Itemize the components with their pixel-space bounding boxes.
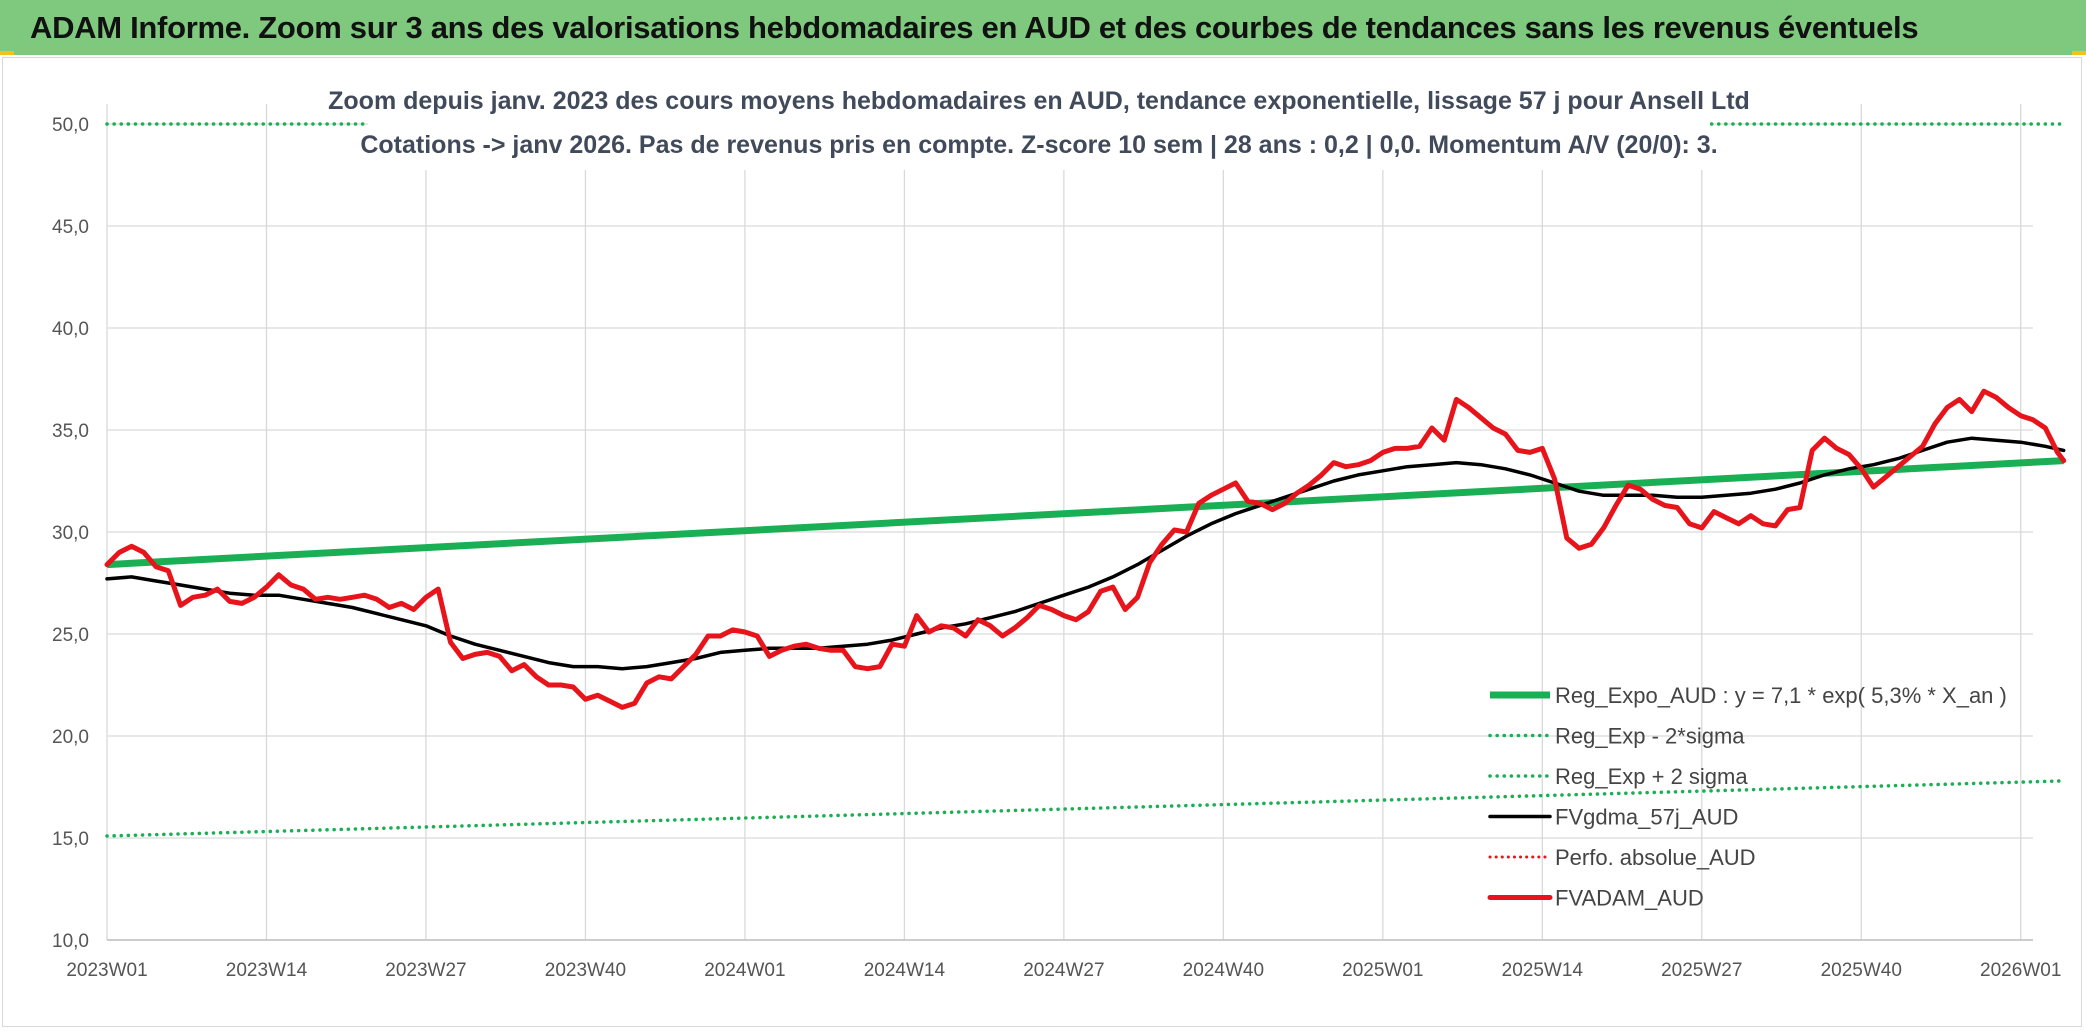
page-title: ADAM Informe. Zoom sur 3 ans des valoris… [30,9,1919,45]
y-tick-label: 10,0 [52,931,89,952]
chart-title-line-2: Cotations -> janv 2026. Pas de revenus p… [360,131,1717,159]
x-tick-label: 2026W01 [1980,960,2061,981]
x-tick-label: 2023W01 [66,960,147,981]
series-line-sigma_low [105,779,2066,838]
series-line-reg_expo [106,457,2064,569]
header-bar: ADAM Informe. Zoom sur 3 ans des valoris… [0,0,2086,55]
grid-layer [106,104,2033,941]
header-accent-right [2072,51,2086,55]
legend-label-sigma_low: Reg_Exp - 2*sigma [1555,724,1745,749]
x-tick-label: 2025W40 [1821,960,1902,981]
x-tick-label: 2024W14 [864,960,946,981]
x-tick-label: 2025W14 [1502,960,1584,981]
x-tick-label: 2024W27 [1023,960,1104,981]
y-tick-label: 45,0 [52,217,89,238]
x-tick-label: 2023W14 [226,960,308,981]
legend-label-perfo: Perfo. absolue_AUD [1555,845,1756,870]
y-tick-label: 15,0 [52,829,89,850]
x-tick-label: 2025W27 [1661,960,1742,981]
series-layer [104,122,2067,838]
legend-label-fvgdma: FVgdma_57j_AUD [1555,805,1738,830]
series-line-fvadam [104,388,2067,710]
header-accent-left [0,51,14,55]
chart-frame [2,57,2082,1027]
series-line-fvgdma [105,436,2066,671]
axis-layer: 10,0 15,0 20,0 25,0 30,0 35,0 40,0 45,0 50,0 2023… [52,115,2061,981]
x-tick-label: 2023W27 [385,960,466,981]
x-tick-label: 2023W40 [545,960,626,981]
legend-label-sigma_high: Reg_Exp + 2 sigma [1555,764,1748,789]
y-tick-label: 35,0 [52,421,89,442]
x-tick-label: 2024W01 [704,960,785,981]
legend-label-fvadam: FVADAM_AUD [1555,886,1704,911]
y-tick-label: 30,0 [52,523,89,544]
y-tick-label: 50,0 [52,115,89,136]
y-tick-label: 40,0 [52,319,89,340]
legend-label-reg_expo: Reg_Expo_AUD : y = 7,1 * exp( 5,3% * X_a… [1555,683,2007,708]
y-tick-label: 20,0 [52,727,89,748]
chart-title-background [368,78,1710,170]
chart-title-line-1: Zoom depuis janv. 2023 des cours moyens … [328,87,1750,115]
legend: Reg_Expo_AUD : y = 7,1 * exp( 5,3% * X_a… [1487,683,2007,911]
x-tick-label: 2024W40 [1183,960,1264,981]
x-tick-label: 2025W01 [1342,960,1423,981]
y-tick-label: 25,0 [52,625,89,646]
